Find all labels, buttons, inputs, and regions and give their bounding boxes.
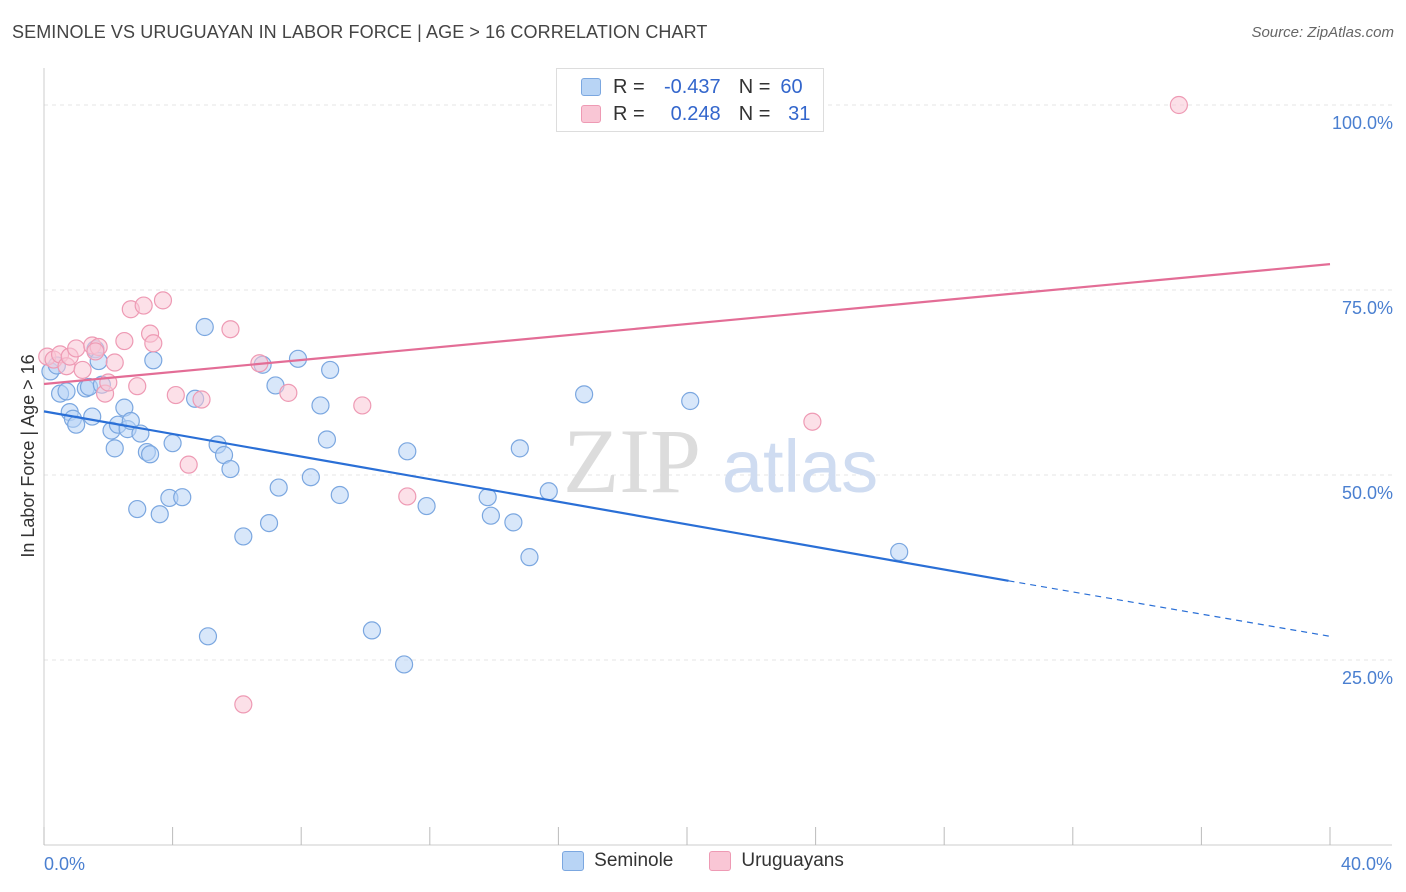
seminole-point: [311, 396, 330, 415]
uruguayan-point: [67, 339, 86, 358]
tick-labels: 0.0% 40.0% 25.0% 50.0% 75.0% 100.0%: [44, 113, 1393, 874]
x-tick-label: 0.0%: [44, 854, 85, 874]
seminole-point: [330, 485, 349, 505]
uruguayan-point: [86, 342, 105, 361]
uruguayan-point: [115, 331, 134, 351]
seminole-point: [140, 445, 160, 464]
seminole-point: [144, 351, 163, 370]
uruguayan-point: [179, 455, 198, 474]
seminole-point: [57, 382, 76, 401]
legend-n-value: 31: [788, 102, 811, 125]
seminole-point: [321, 360, 340, 380]
uruguayan-point: [153, 291, 173, 310]
seminole-point: [520, 548, 539, 567]
legend-r-label: R =: [613, 102, 645, 125]
seminole-point: [234, 527, 253, 546]
legend-swatch-uruguayans: [709, 851, 732, 871]
y-tick-label: 50.0%: [1342, 483, 1393, 503]
uruguayan-trendline: [43, 263, 1331, 386]
seminole-point: [394, 655, 414, 674]
seminole-trendline: [43, 410, 1009, 582]
y-axis-label: In Labor Force | Age > 16: [18, 354, 38, 557]
legend-swatch-seminole: [581, 78, 601, 96]
seminole-point: [105, 439, 124, 458]
uruguayan-point: [144, 334, 163, 353]
seminole-point: [198, 627, 218, 646]
seminole-point: [890, 542, 909, 562]
seminole-point: [510, 439, 529, 458]
legend-swatch-uruguayans: [581, 105, 601, 123]
seminole-point: [504, 513, 523, 532]
seminole-point: [398, 442, 417, 461]
watermark: ZIP atlas: [563, 410, 878, 512]
legend-r-value: 0.248: [670, 102, 721, 125]
watermark-atlas: atlas: [722, 425, 878, 508]
chart-source: Source: ZipAtlas.com: [1251, 24, 1394, 41]
seminole-point: [128, 499, 147, 519]
seminole-trendline-extension: [1008, 580, 1331, 637]
seminole-point: [259, 513, 279, 533]
legend-label-seminole: Seminole: [594, 850, 674, 871]
seminole-point: [83, 407, 102, 426]
uruguayan-point: [105, 353, 124, 372]
axes: [43, 68, 1392, 846]
uruguayan-point: [234, 695, 253, 714]
legend-swatch-seminole: [562, 851, 585, 871]
seminole-point: [163, 434, 182, 453]
legend-n-label: N =: [738, 75, 771, 98]
seminole-point: [150, 505, 169, 524]
series-uruguayans: [38, 95, 1188, 714]
seminole-point: [417, 496, 436, 516]
legend-row-seminole: R = -0.437 N = 60: [581, 74, 803, 100]
seminole-point: [539, 482, 558, 501]
uruguayan-point: [192, 390, 211, 409]
uruguayan-point: [353, 396, 372, 415]
seminole-point: [173, 488, 192, 507]
legend-r-label: R =: [613, 75, 645, 98]
seminole-point: [195, 317, 214, 337]
seminole-point: [481, 506, 500, 525]
trendlines: [43, 263, 1331, 637]
chart-title: SEMINOLE VS URUGUAYAN IN LABOR FORCE | A…: [12, 22, 708, 42]
legend-n-value: 60: [780, 75, 803, 98]
correlation-legend: R = -0.437 N = 60 R = 0.248 N = 31: [556, 68, 824, 132]
uruguayan-point: [221, 320, 240, 339]
seminole-point: [317, 430, 337, 449]
uruguayan-point: [803, 412, 822, 431]
y-tick-label: 100.0%: [1332, 113, 1393, 133]
y-tick-label: 75.0%: [1342, 298, 1393, 318]
grid: [44, 104, 1392, 661]
seminole-point: [301, 468, 320, 487]
legend-item-seminole: Seminole: [562, 850, 673, 872]
x-tick-label: 40.0%: [1341, 854, 1392, 874]
legend-r-value: -0.437: [663, 75, 721, 98]
legend-label-uruguayans: Uruguayans: [741, 850, 844, 871]
uruguayan-point: [398, 487, 417, 506]
seminole-point: [681, 391, 700, 411]
legend-row-uruguayans: R = 0.248 N = 31: [581, 101, 810, 127]
watermark-zip: ZIP: [563, 410, 701, 512]
uruguayan-point: [1169, 95, 1188, 115]
seminole-point: [362, 621, 382, 640]
uruguayan-point: [166, 385, 185, 405]
uruguayan-point: [73, 360, 92, 380]
series-legend: Seminole Uruguayans: [0, 850, 1406, 872]
seminole-point: [269, 478, 288, 497]
uruguayan-point: [279, 383, 298, 402]
seminole-point: [575, 385, 594, 404]
legend-n-label: N =: [738, 102, 771, 125]
uruguayan-point: [128, 377, 147, 396]
seminole-point: [221, 459, 240, 479]
y-tick-label: 25.0%: [1342, 668, 1393, 688]
uruguayan-point: [134, 296, 153, 315]
legend-item-uruguayans: Uruguayans: [709, 850, 844, 872]
